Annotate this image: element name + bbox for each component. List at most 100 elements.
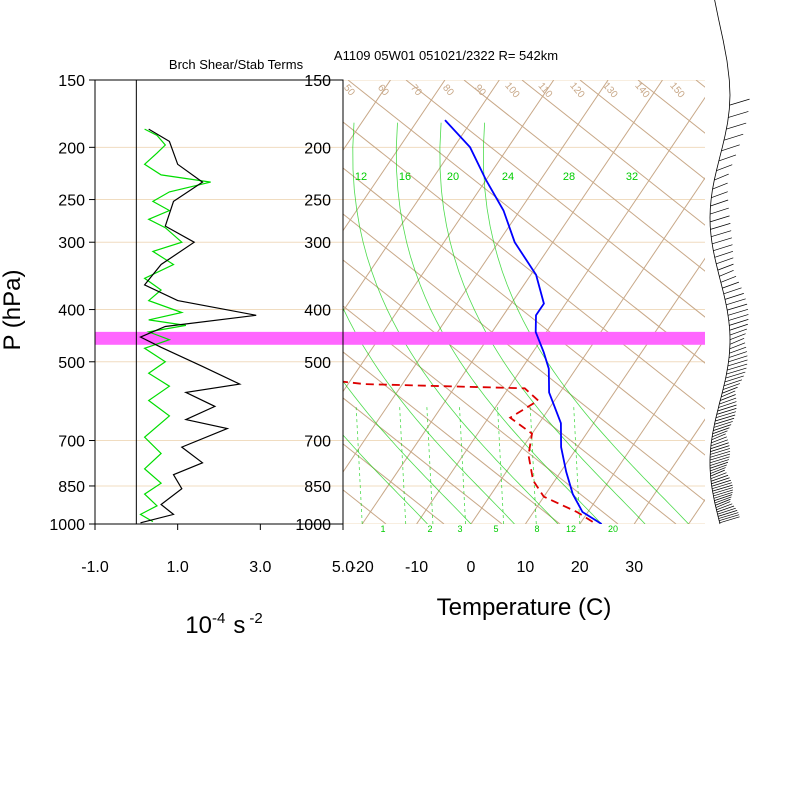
mixing-ratio-line [529,404,537,524]
wind-barb [712,484,733,492]
shear-panel: 150 200 250 300 400 500 700 850 1000 -1.0 1.0 3.0 5… [49,73,354,576]
wind-barb [711,479,731,487]
wind-barb [715,411,737,419]
y-tick-label: 500 [58,355,85,372]
wind-barb [710,467,726,474]
wind-barb [711,436,727,444]
moist-adiabat-line [482,122,689,524]
wind-barb [709,456,730,464]
mixing-ratio-label: 5 [493,524,498,534]
isotherm-line [343,80,555,393]
isotherm-label: 80 [440,83,456,99]
wind-barb [710,474,729,482]
y-tick-label: 300 [304,235,331,252]
wind-barb [719,397,737,405]
wind-barb [714,173,729,181]
dry-adiabat-line [343,443,445,524]
wind-barb [716,505,735,513]
mixing-ratio-label: 2 [427,524,432,534]
dry-adiabat-line [347,80,705,364]
wind-barb [726,367,747,375]
wind-barb [716,164,733,172]
isotherm-label: 90 [472,83,488,99]
shear-series-line-0 [139,128,211,523]
isotherm-line [416,96,705,524]
wind-barb [716,408,737,415]
shear-series-line-1 [139,128,257,524]
dry-adiabat-line [0,80,270,524]
wind-barb [728,314,749,321]
wind-barb [710,472,727,480]
wind-barb [713,489,734,497]
y-tick-label: 200 [58,140,85,157]
moist-adiabat-label: 16 [399,171,411,183]
wind-barb [727,359,748,367]
wind-barb [728,111,749,118]
y-tick-label: 200 [304,140,331,157]
wind-barb [711,430,728,438]
wind-barb [710,442,729,450]
wind-barb [711,230,732,238]
y-tick-label: 850 [304,479,331,496]
y-tick-label: 300 [58,235,85,252]
y-tick-label: 1000 [295,517,331,534]
wind-barb [727,363,748,371]
wind-barb [716,257,734,265]
moist-adiabat-line [352,122,559,524]
wind-barb [729,319,749,326]
wind-barb [718,512,739,519]
moist-adiabat-line [343,307,515,524]
dry-adiabat-line [695,80,705,88]
wind-barb [717,507,736,515]
isotherm-line [688,498,705,524]
skewt-x-axis-label: Temperature (C) [437,594,612,621]
x-tick-label: -10 [405,559,428,576]
wind-barb [709,459,729,466]
isotherm-label: 100 [502,80,521,100]
x-tick-label: 5.0 [332,559,354,576]
wind-barb [711,477,730,485]
y-tick-label: 250 [58,193,85,210]
wind-barb [729,333,746,341]
moist-adiabat-label: 24 [502,171,514,183]
wind-barb [712,237,732,245]
wind-barb [710,199,729,207]
x-tick-label: 0 [467,559,476,576]
y-tick-label: 700 [58,434,85,451]
dry-adiabat-line [343,121,705,410]
y-tick-label: 850 [58,479,85,496]
wind-barb [721,144,740,152]
highlight-band-skewt [343,331,705,345]
wind-barbs [709,0,750,525]
mixing-ratio-label: 1 [380,524,385,534]
wind-barb [719,269,734,277]
wind-barb [716,503,733,511]
mixing-ratio-line [458,404,466,524]
wind-barb [712,482,732,490]
dry-adiabat-line [405,80,705,318]
isotherm-label: 150 [667,80,686,100]
wind-barb [718,154,737,162]
wind-barb [729,98,750,106]
wind-barb [713,244,733,251]
temperature-line [444,119,603,524]
wind-barb [713,491,733,499]
y-tick-label: 400 [58,303,85,320]
isotherm-line [0,80,282,524]
wind-barb [723,287,742,295]
y-tick-label: 700 [304,434,331,451]
shear-panel-title: Brch Shear/Stab Terms [169,57,304,72]
dry-adiabat-line [343,259,677,524]
y-tick-label: 150 [58,73,85,90]
mixing-ratio-line [399,404,407,524]
shear-x-tick-labels: -1.0 1.0 3.0 5.0 [81,524,354,576]
wind-barb [729,323,748,331]
mixing-ratio-line [497,404,505,524]
wind-barb [729,337,745,345]
shear-x-label-exp: -4 [212,610,225,627]
dry-adiabat-line [521,80,705,226]
moist-adiabat-line [439,122,646,524]
skewt-series-group [343,119,603,524]
